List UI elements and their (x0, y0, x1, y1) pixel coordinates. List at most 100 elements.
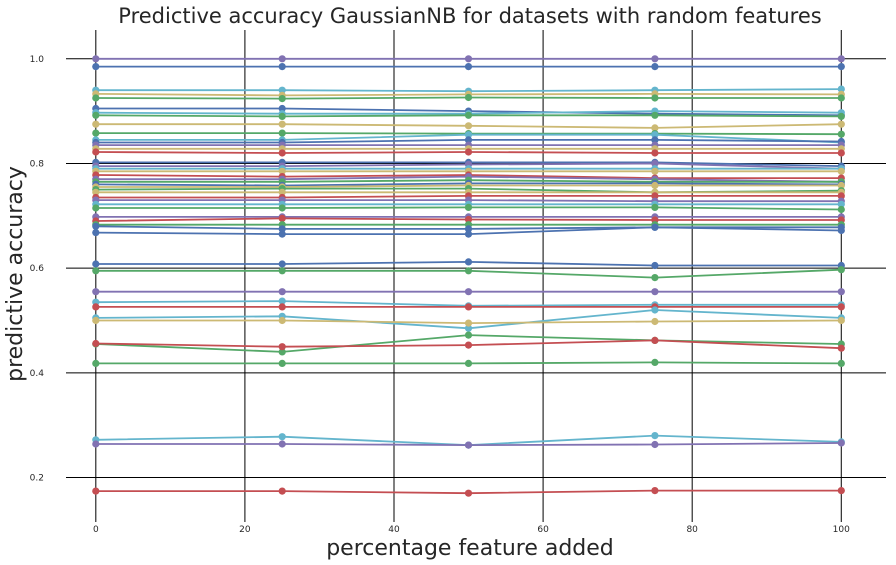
data-point (92, 111, 100, 119)
data-point (651, 306, 659, 314)
data-point (837, 359, 845, 367)
data-point (464, 267, 473, 275)
series-40 (92, 303, 845, 311)
data-point (92, 303, 100, 311)
y-tick-label: 0.4 (30, 369, 45, 379)
data-point (837, 344, 845, 352)
series-15 (92, 148, 845, 157)
x-tick-label: 20 (239, 525, 251, 535)
data-point (278, 230, 286, 238)
data-point (837, 63, 845, 71)
data-point (92, 359, 100, 367)
x-tick-label: 0 (93, 525, 99, 535)
data-point (278, 129, 286, 137)
data-point (651, 55, 659, 63)
data-point (278, 297, 286, 305)
y-tick-label: 0.8 (30, 159, 45, 169)
data-point (651, 124, 659, 132)
data-point (837, 288, 845, 296)
y-tick-label: 1.0 (30, 55, 45, 65)
data-point (278, 267, 286, 275)
data-point (278, 433, 286, 441)
data-point (278, 86, 286, 94)
data-point (464, 63, 473, 71)
series-36 (92, 258, 845, 270)
x-axis-label: percentage feature added (326, 536, 614, 561)
data-point (651, 94, 659, 102)
data-point (92, 148, 100, 156)
data-point (651, 63, 659, 71)
data-point (464, 489, 473, 497)
data-point (464, 136, 473, 144)
data-point (278, 487, 286, 495)
data-point (92, 94, 100, 102)
data-point (278, 104, 286, 113)
data-point (464, 55, 473, 63)
data-point (464, 122, 473, 130)
data-point (278, 112, 286, 120)
data-point (837, 94, 845, 102)
data-point (651, 432, 659, 440)
data-point (837, 130, 845, 138)
data-point (837, 85, 845, 93)
data-point (464, 359, 473, 367)
data-point (278, 343, 286, 351)
x-tick-label: 100 (833, 525, 850, 535)
data-point (464, 148, 473, 156)
data-point (278, 120, 286, 128)
data-point (278, 149, 286, 157)
series-1 (92, 55, 845, 63)
data-point (278, 303, 286, 311)
data-point (464, 203, 473, 211)
data-point (278, 260, 286, 268)
data-point (464, 215, 473, 224)
data-point (92, 260, 100, 268)
data-point (464, 225, 473, 233)
data-point (651, 274, 659, 282)
y-axis-label: predictive accuracy (3, 166, 28, 382)
data-point (464, 324, 473, 332)
data-point (278, 95, 286, 103)
y-tick-label: 0.6 (30, 264, 45, 274)
data-point (837, 439, 845, 447)
data-point (837, 316, 845, 325)
data-point (651, 288, 659, 296)
data-point (464, 111, 473, 119)
series-12 (92, 136, 845, 147)
data-point (464, 288, 473, 296)
data-point (651, 136, 659, 144)
y-tick-label: 0.2 (30, 474, 44, 484)
data-point (837, 181, 845, 190)
data-point (278, 316, 286, 325)
data-point (837, 55, 845, 63)
data-point (92, 316, 100, 325)
data-point (278, 214, 286, 222)
series-35 (92, 223, 845, 238)
data-point (464, 93, 473, 102)
data-point (651, 181, 659, 190)
data-point (651, 192, 659, 200)
series-30 (92, 203, 845, 214)
series-8 (92, 111, 845, 120)
grid (66, 30, 886, 522)
data-point (92, 120, 100, 128)
series-38 (92, 288, 845, 296)
data-point (278, 167, 286, 175)
chart-title: Predictive accuracy GaussianNB for datas… (118, 4, 821, 28)
data-point (837, 226, 845, 235)
data-point (837, 192, 845, 200)
data-point (651, 487, 659, 495)
series-48 (92, 487, 845, 497)
series-5 (92, 93, 845, 103)
data-point (464, 319, 473, 327)
data-point (278, 225, 286, 233)
data-point (651, 111, 659, 119)
data-point (464, 341, 473, 349)
data-point (278, 359, 286, 367)
data-point (278, 440, 286, 448)
series-2 (92, 63, 845, 71)
data-point (837, 120, 845, 128)
data-point (92, 339, 100, 348)
data-point (92, 55, 100, 63)
